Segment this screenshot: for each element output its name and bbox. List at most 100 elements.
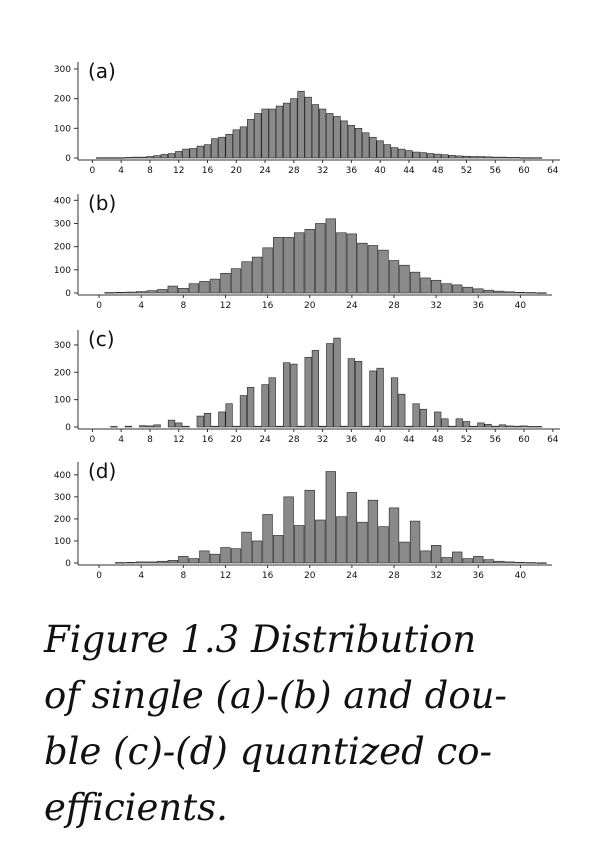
bar: [388, 260, 400, 294]
caption-line-3: ble (c)-(d) quantized co-: [44, 730, 493, 773]
bar: [325, 471, 336, 564]
x-tick-label: 64: [547, 166, 559, 176]
bar: [390, 147, 399, 159]
x-tick-label: 8: [147, 166, 153, 176]
bar: [419, 152, 427, 159]
y-tick-label: 0: [65, 289, 71, 299]
bar: [110, 157, 118, 159]
x-tick-label: 32: [430, 571, 441, 581]
bar: [283, 362, 291, 428]
bar: [473, 288, 484, 294]
bar: [354, 128, 363, 159]
bar: [318, 425, 327, 428]
x-tick-label: 32: [430, 301, 441, 311]
bar: [470, 425, 478, 428]
bar: [536, 562, 547, 564]
bar: [239, 395, 248, 428]
bar: [367, 499, 379, 564]
bar: [491, 156, 499, 159]
bar: [230, 548, 242, 564]
x-tick-label: 16: [202, 435, 214, 445]
bar: [125, 291, 136, 294]
y-tick-label: 100: [54, 537, 71, 547]
x-tick-label: 36: [473, 301, 485, 311]
x-tick-label: 4: [138, 301, 144, 311]
bar: [157, 289, 168, 294]
x-tick-label: 24: [346, 571, 358, 581]
bar: [225, 403, 233, 428]
y-tick-label: 200: [54, 515, 71, 525]
bar: [477, 156, 485, 159]
bar: [124, 425, 132, 428]
bar: [473, 556, 484, 564]
bar: [527, 157, 535, 159]
bar: [160, 154, 168, 159]
x-tick-label: 44: [403, 166, 415, 176]
x-tick-label: 0: [90, 435, 96, 445]
bar: [294, 232, 305, 294]
bar: [311, 104, 320, 159]
bar: [262, 247, 273, 294]
bar: [275, 105, 284, 159]
figure-caption: Figure 1.3 Distribution of single (a)-(b…: [44, 612, 564, 836]
bar: [506, 425, 514, 428]
bar: [525, 562, 537, 564]
x-tick-label: 12: [173, 166, 184, 176]
x-tick-label: 20: [231, 435, 243, 445]
bar: [441, 283, 452, 294]
panel-label: (d): [88, 459, 116, 483]
bar: [220, 272, 231, 294]
bar: [452, 551, 463, 564]
bar: [326, 343, 334, 428]
bar: [367, 245, 379, 294]
bar: [199, 281, 210, 294]
bar: [491, 425, 499, 428]
bar: [484, 156, 492, 159]
bar: [412, 151, 420, 159]
bar: [376, 367, 384, 428]
bar: [182, 148, 190, 159]
y-tick-label: 300: [54, 65, 71, 75]
y-tick-label: 100: [54, 396, 71, 406]
bar: [430, 279, 442, 294]
bar: [420, 550, 431, 564]
bar: [448, 155, 456, 159]
bar: [378, 526, 389, 564]
bar: [455, 418, 463, 428]
bar: [369, 370, 377, 428]
x-tick-label: 64: [547, 435, 559, 445]
bar: [283, 102, 291, 159]
x-tick-label: 48: [432, 166, 444, 176]
bar: [357, 242, 368, 294]
bar: [153, 155, 161, 159]
bar: [131, 156, 140, 159]
bar: [251, 540, 263, 564]
bar: [409, 520, 421, 564]
bar: [534, 157, 543, 159]
bar: [139, 425, 147, 428]
bar: [504, 561, 516, 564]
x-tick-label: 40: [515, 571, 527, 581]
bar: [136, 561, 147, 564]
bar: [297, 425, 305, 428]
bar: [426, 153, 435, 159]
bar: [494, 560, 505, 564]
bar: [136, 291, 147, 294]
chart-panel-a: 0 4 8 12 16 20 24 28 32 36 40 44 48 52 56 60 64010020030…: [54, 59, 560, 176]
bar: [110, 426, 118, 428]
x-tick-label: 60: [518, 435, 530, 445]
bar: [484, 423, 492, 428]
bar: [315, 223, 326, 294]
x-tick-label: 20: [304, 571, 316, 581]
bar: [241, 531, 252, 564]
x-tick-label: 36: [346, 166, 358, 176]
bar: [399, 264, 410, 294]
bar: [189, 148, 197, 159]
bar: [498, 156, 507, 159]
bar: [304, 228, 315, 294]
bar: [462, 286, 473, 294]
x-tick-label: 32: [317, 166, 328, 176]
x-tick-label: 52: [461, 435, 472, 445]
bar: [434, 153, 442, 159]
bar: [283, 496, 294, 564]
